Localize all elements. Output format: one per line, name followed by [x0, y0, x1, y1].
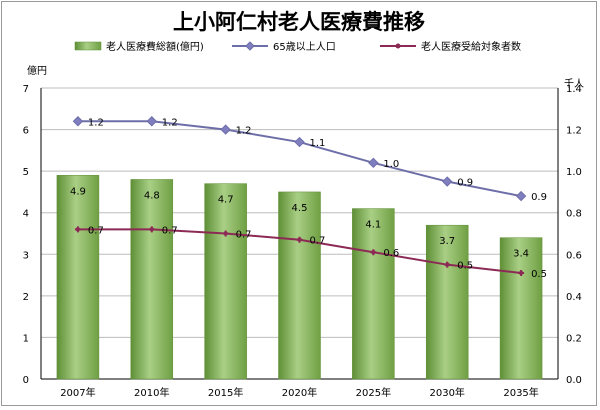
recipients-point-dot: [518, 270, 524, 276]
y-left-tick-label: 2: [23, 292, 29, 303]
population-point: [146, 116, 157, 127]
recipients-point-dot: [75, 227, 81, 232]
bar-data-label: 4.7: [218, 195, 234, 206]
x-tick-label: 2035年: [503, 386, 538, 399]
legend-label-population: 65歳以上人口: [273, 41, 336, 53]
y-right-unit: 千人: [564, 78, 584, 90]
bar: [499, 237, 543, 380]
x-tick-label: 2007年: [60, 386, 95, 399]
population-point: [368, 157, 379, 169]
population-point: [220, 124, 231, 135]
bar-data-label: 4.9: [70, 186, 86, 197]
recipients-point-dot: [149, 227, 154, 232]
y-left-unit: 億円: [27, 64, 47, 77]
y-left-tick-label: 6: [23, 126, 29, 137]
y-left-tick-label: 3: [23, 250, 29, 261]
recipients-data-label: 0.7: [162, 225, 178, 236]
y-left-tick-label: 1: [23, 333, 29, 344]
bar-data-label: 4.8: [144, 190, 160, 201]
y-left-tick-label: 5: [23, 167, 29, 178]
chart-title: 上小阿仁村老人医療費推移: [173, 10, 425, 34]
y-right-tick-label: 0.6: [566, 250, 582, 261]
legend-swatch-bar: [74, 41, 102, 51]
population-data-label: 1.2: [88, 117, 104, 128]
bar: [352, 208, 395, 380]
y-right-tick-label: 1.2: [566, 126, 582, 137]
recipients-data-label: 0.7: [310, 236, 326, 247]
recipients-point-dot: [445, 262, 450, 267]
x-tick-label: 2030年: [429, 386, 464, 399]
recipients-data-label: 0.7: [88, 225, 104, 236]
population-data-label: 1.2: [162, 117, 178, 128]
bar-data-label: 4.1: [365, 220, 381, 231]
bar: [130, 179, 174, 380]
x-tick-label: 2015年: [208, 386, 243, 399]
bar: [56, 175, 100, 380]
x-tick-label: 2025年: [356, 386, 391, 399]
y-right-tick-label: 0.2: [566, 333, 582, 344]
y-right-tick-label: 1.0: [566, 167, 582, 178]
population-point: [72, 116, 84, 127]
y-right-tick-label: 1.4: [566, 84, 582, 95]
population-data-label: 1.0: [383, 159, 399, 170]
population-point: [294, 136, 305, 148]
bar-data-label: 3.4: [513, 249, 529, 260]
x-tick-label: 2010年: [134, 386, 169, 399]
recipients-point-dot: [297, 237, 302, 242]
y-left-tick-label: 4: [23, 209, 29, 220]
recipients-data-label: 0.5: [531, 269, 547, 280]
legend-marker-population: [245, 41, 255, 51]
legend-label-recipients: 老人医療受給対象者数: [421, 40, 521, 53]
recipients-data-label: 0.6: [383, 248, 399, 259]
recipients-data-label: 0.7: [236, 230, 252, 241]
population-data-label: 1.2: [236, 126, 252, 137]
y-left-tick-label: 0: [23, 375, 29, 386]
legend-label-bar: 老人医療費総額(億円): [106, 40, 204, 53]
y-right-tick-label: 0.4: [566, 292, 582, 303]
y-right-tick-label: 0.8: [566, 209, 582, 220]
bar-data-label: 4.5: [292, 203, 308, 214]
bar: [425, 224, 469, 380]
bar: [278, 191, 321, 380]
population-point: [515, 190, 527, 202]
recipients-point-dot: [223, 231, 228, 236]
recipients-data-label: 0.5: [457, 261, 473, 272]
legend-marker-recipients: [395, 43, 401, 49]
population-data-label: 0.9: [531, 192, 547, 203]
y-left-tick-label: 7: [23, 84, 29, 95]
recipients-point-dot: [371, 250, 376, 255]
y-right-tick-label: 0.0: [566, 375, 582, 386]
x-tick-label: 2020年: [282, 386, 317, 399]
population-data-label: 1.1: [310, 138, 326, 149]
population-point: [442, 176, 453, 187]
bar-data-label: 3.7: [439, 236, 455, 247]
bar: [204, 183, 247, 380]
population-data-label: 0.9: [457, 178, 473, 189]
